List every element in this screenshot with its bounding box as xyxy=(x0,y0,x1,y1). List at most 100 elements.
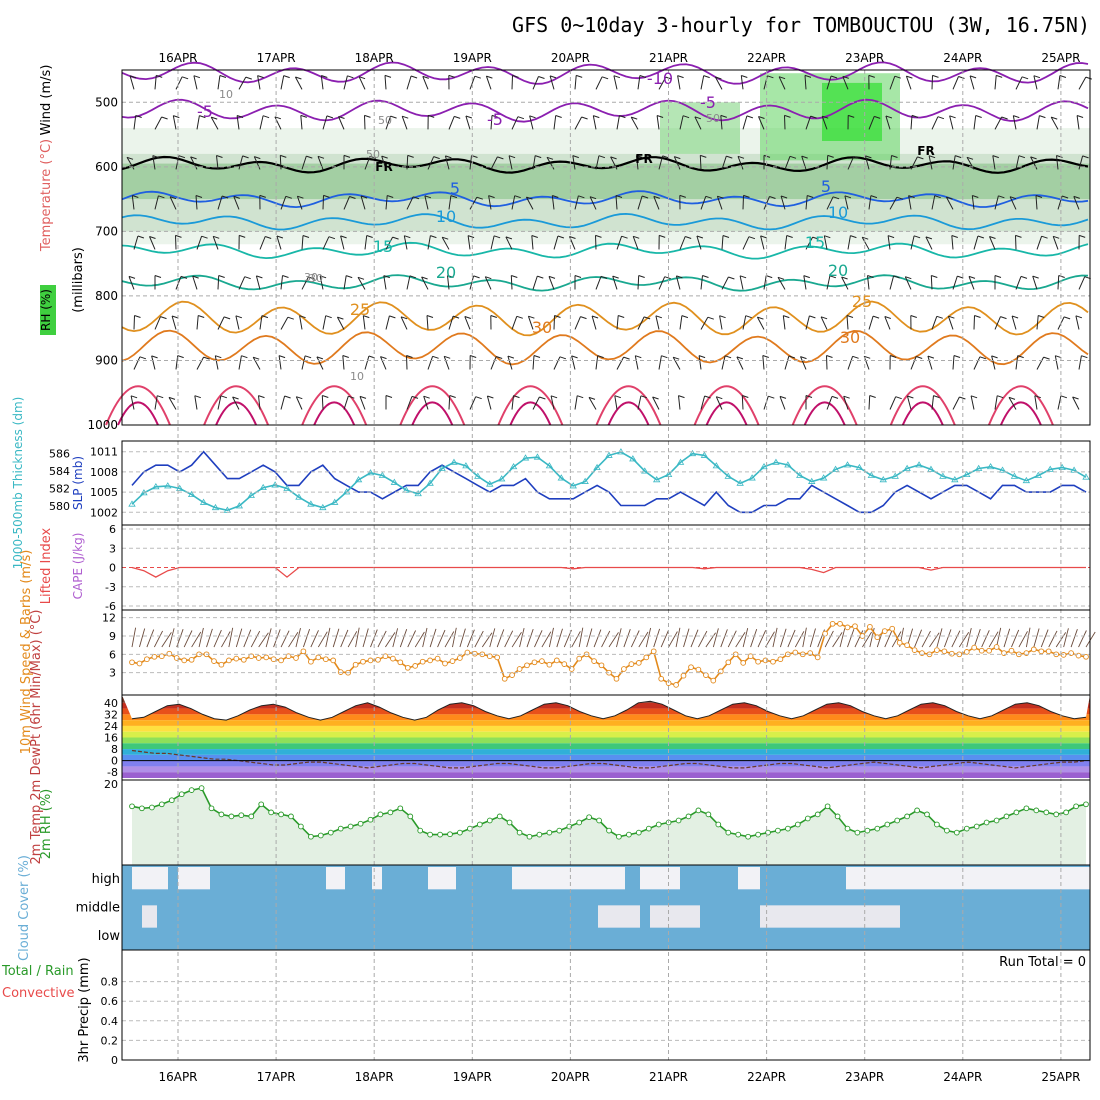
wind-barb xyxy=(766,275,773,279)
wind-barb xyxy=(449,395,456,398)
wind-barb xyxy=(467,235,471,250)
wind-barb xyxy=(134,315,141,318)
wind-barb xyxy=(238,355,242,370)
wind10m-barb xyxy=(317,631,328,648)
isotherm-35 xyxy=(497,385,564,426)
wind-barb xyxy=(548,275,556,279)
wind-barb xyxy=(1032,275,1039,279)
wind-barb xyxy=(301,276,309,290)
wind-barb xyxy=(949,115,956,119)
wind-barb xyxy=(256,275,263,279)
wind-barb xyxy=(576,74,583,78)
cloud-high-clear xyxy=(846,867,1090,890)
wind-barb xyxy=(742,236,750,250)
thickness-series-line xyxy=(131,451,1087,512)
rh2m-series-point xyxy=(129,803,135,810)
day-label-top: 25APR xyxy=(1041,51,1080,65)
wind-barb xyxy=(637,75,641,90)
wind10m-series-point xyxy=(822,630,828,637)
wind-barb xyxy=(319,275,324,290)
wind-barb xyxy=(893,275,900,279)
wind-barb xyxy=(467,235,475,239)
wind-barb xyxy=(280,275,283,290)
wind-barb xyxy=(538,76,545,79)
rh2m-series-point xyxy=(844,825,851,832)
wind-barb xyxy=(931,195,936,210)
isotherm-35 xyxy=(595,385,662,426)
wind-barb xyxy=(997,395,1004,399)
wind10m-barb xyxy=(206,628,213,648)
rh2m-series-point xyxy=(149,804,155,811)
wind-barb xyxy=(742,315,747,330)
wind-barb xyxy=(636,155,639,170)
wind10m-barb xyxy=(347,631,358,648)
wind10m-series-point xyxy=(293,655,299,661)
wind-barb xyxy=(824,235,831,239)
wind-barb xyxy=(426,315,429,330)
wind-barb xyxy=(804,74,812,78)
pressure-tick: 1000 xyxy=(87,418,118,432)
thickness-series-point xyxy=(939,472,947,479)
thickness-axis-label: 1000-500mb Thickness (dm) xyxy=(11,397,25,570)
wind-barb xyxy=(253,356,260,360)
wind-barb xyxy=(569,236,576,239)
thickness-series-point xyxy=(474,472,482,479)
wind-barb xyxy=(656,115,660,130)
wind-barb xyxy=(473,275,480,279)
wind-barb xyxy=(181,76,189,80)
isotherm-40 xyxy=(901,401,944,426)
wind10m-series-point xyxy=(643,654,650,661)
wind10m-barb xyxy=(690,629,699,648)
rh2m-series-point xyxy=(675,817,682,824)
isotherm-35 xyxy=(987,385,1054,426)
wind10m-barb xyxy=(280,630,290,648)
wind-barb xyxy=(346,275,353,279)
wind-barb xyxy=(149,236,156,250)
wind10m-barb xyxy=(660,629,670,648)
wind-barb xyxy=(842,76,849,90)
wind-barb xyxy=(516,315,523,319)
wind-barb xyxy=(236,115,244,118)
cloud-middle-clear xyxy=(142,905,157,928)
wind-barb xyxy=(299,315,306,319)
cloud-high-clear xyxy=(512,867,625,890)
isotherm-40 xyxy=(999,401,1042,426)
wind-barb xyxy=(537,275,544,279)
wind-barb xyxy=(279,155,282,170)
wind-barb xyxy=(969,75,975,90)
wind-barb xyxy=(130,395,138,399)
wind10m-series-point xyxy=(598,662,605,669)
wind10m-barb xyxy=(340,629,349,648)
wind-barb xyxy=(653,196,660,210)
thickness-series-point xyxy=(1046,465,1054,472)
wind-barb xyxy=(128,276,135,290)
wind10m-series-point xyxy=(576,655,583,662)
wind-barb xyxy=(306,155,313,159)
wind-barb xyxy=(430,235,437,239)
wind-barb xyxy=(630,116,639,130)
wind-barb xyxy=(217,275,220,290)
day-label-top: 23APR xyxy=(845,51,884,65)
wind-barb xyxy=(868,315,874,330)
wind-barb xyxy=(195,195,203,198)
freezing-level-label: FR xyxy=(917,144,934,158)
wind10m-barb xyxy=(355,627,360,648)
wind-barb xyxy=(610,156,617,160)
wind10m-barb xyxy=(832,632,843,648)
rh2m-series-point xyxy=(616,833,622,840)
wind-barb xyxy=(252,356,261,370)
thickness-tick: 580 xyxy=(49,500,70,513)
wind-barb xyxy=(861,236,870,250)
wind-barb xyxy=(805,395,813,398)
wind10m-barb xyxy=(616,628,622,648)
wind-barb xyxy=(400,316,408,330)
wind-barb xyxy=(549,75,557,79)
wind10m-barb xyxy=(787,629,796,648)
wind-barb xyxy=(715,76,722,80)
wind-barb xyxy=(679,194,686,198)
wind-barb xyxy=(422,75,429,79)
wind-barb xyxy=(362,315,366,330)
wind-barb xyxy=(805,115,812,130)
pressure-axis-label: (millibars) xyxy=(71,247,86,313)
wind10m-barb xyxy=(914,629,923,648)
